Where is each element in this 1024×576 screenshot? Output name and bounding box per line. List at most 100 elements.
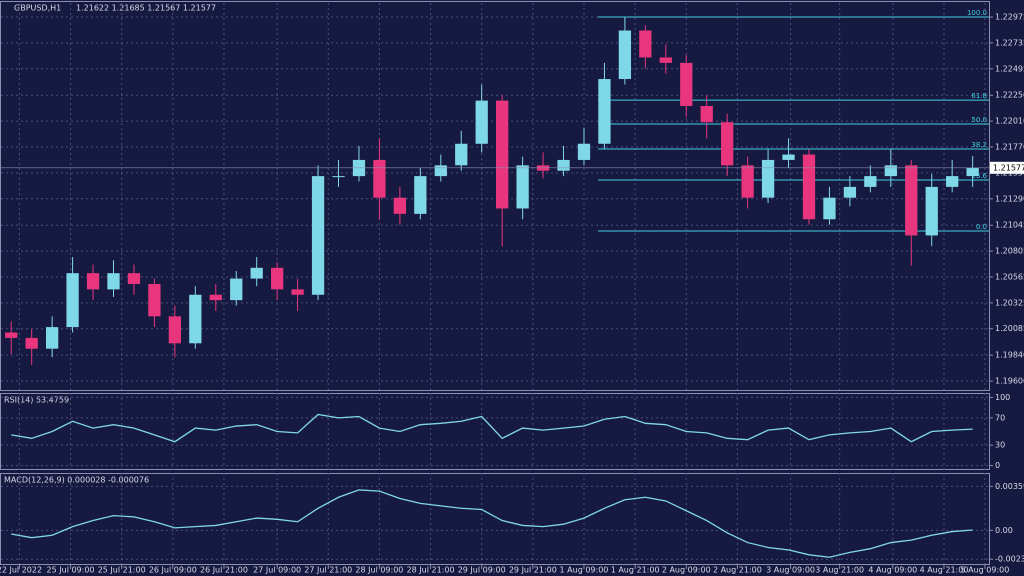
x-tick-label: 28 Jul 21:00 (407, 566, 455, 575)
x-tick-label: 2 Aug 21:00 (713, 566, 762, 575)
candle-body (148, 283, 161, 317)
candle-body (782, 154, 795, 160)
y-tick-label: 0.00 (995, 526, 1013, 535)
last-price-label: 1.21577 (993, 163, 1024, 172)
x-tick-label: 26 Jul 09:00 (149, 566, 197, 575)
y-tick-label: 0 (995, 461, 1000, 470)
fib-label: 23.6 (971, 172, 987, 180)
x-tick-label: 1 Aug 21:00 (611, 566, 660, 575)
x-tick-label: 27 Jul 09:00 (253, 566, 301, 575)
candle-body (107, 273, 120, 290)
x-tick-label: 26 Jul 21:00 (200, 566, 248, 575)
x-tick-label: 4 Aug 09:00 (868, 566, 917, 575)
candle-body (884, 165, 897, 177)
price-panel (0, 1, 990, 391)
candle-body (925, 186, 938, 236)
macd-title: MACD(12,26,9) 0.000028 -0.000076 (4, 476, 149, 485)
candle-body (659, 57, 672, 63)
y-tick-label: 1.21770 (995, 142, 1024, 151)
indicator-line (11, 413, 973, 443)
candle-body (823, 197, 836, 220)
x-tick-label: 2 Aug 09:00 (662, 566, 711, 575)
y-tick-label: 1.21045 (995, 221, 1024, 230)
candle-body (230, 278, 243, 301)
candle-body (414, 176, 427, 214)
y-tick-label: 1.21290 (995, 194, 1024, 203)
candle-body (598, 79, 611, 144)
x-tick-label: 25 Jul 21:00 (98, 566, 146, 575)
x-tick-label: 28 Jul 09:00 (355, 566, 403, 575)
candle-body (168, 316, 182, 344)
rsi-panel (0, 393, 990, 470)
candle-body (434, 165, 447, 177)
x-tick-label: 29 Jul 09:00 (458, 566, 506, 575)
y-tick-label: 1.20325 (995, 298, 1024, 307)
x-tick-label: 25 Jul 09:00 (47, 566, 95, 575)
indicator-line (11, 489, 973, 558)
candle-body (639, 30, 652, 58)
candle-body (864, 176, 877, 187)
y-tick-label: 0.00359 (995, 482, 1024, 491)
y-tick-label: 1.20565 (995, 272, 1024, 281)
y-tick-label: 30 (995, 441, 1005, 450)
candle-body (946, 176, 959, 187)
candle-body (393, 197, 407, 214)
candle-body (127, 273, 141, 284)
y-tick-label: 1.22975 (995, 13, 1024, 22)
candle-body (475, 100, 488, 144)
macd-panel (0, 473, 990, 565)
candle-body (291, 289, 304, 295)
y-tick-label: 1.20085 (995, 324, 1024, 333)
candle-body (700, 106, 713, 123)
y-tick-label: 100 (995, 393, 1010, 402)
x-tick-label: 1 Aug 09:00 (560, 566, 609, 575)
candle-body (46, 327, 59, 349)
candle-body (86, 273, 100, 290)
candle-body (680, 62, 693, 107)
candle-body (557, 159, 570, 171)
candle-body (311, 176, 325, 295)
x-tick-label: 3 Aug 09:00 (766, 566, 815, 575)
fib-label: 100.0 (967, 9, 987, 17)
candle-body (271, 267, 284, 290)
candle-body (189, 294, 202, 344)
candle-body (496, 100, 509, 209)
candle-body (516, 165, 529, 209)
candle-body (966, 167, 979, 177)
x-tick-label: 29 Jul 21:00 (509, 566, 557, 575)
fib-label: 38.2 (971, 141, 987, 149)
y-tick-label: 1.22250 (995, 91, 1024, 100)
x-tick-label: 4 Aug 21:00 (920, 566, 969, 575)
last-price-box (990, 161, 1024, 174)
y-tick-label: 1.22495 (995, 64, 1024, 73)
candle-body (741, 165, 754, 198)
rsi-title: RSI(14) 53.4759 (4, 396, 69, 405)
candle-body (5, 332, 18, 338)
y-tick-label: 70 (995, 413, 1005, 422)
candle-body (761, 159, 775, 198)
candle-body (250, 267, 263, 279)
y-tick-label: 1.22010 (995, 117, 1024, 126)
ohlc: 1.21622 1.21685 1.21567 1.21577 (76, 4, 216, 13)
y-tick-label: 1.20805 (995, 247, 1024, 256)
candle-body (802, 154, 816, 220)
x-tick-label: 22 Jul 2022 (0, 566, 42, 575)
candle-body (455, 143, 468, 166)
candle-body (332, 176, 345, 178)
candle-body (373, 159, 386, 198)
fib-label: 0.0 (976, 223, 987, 231)
candle-body (66, 273, 79, 328)
candle-body (25, 337, 38, 349)
y-tick-label: 1.19840 (995, 351, 1024, 360)
candle-body (577, 143, 591, 160)
candle-body (618, 30, 632, 80)
candle-body (721, 122, 734, 166)
fib-label: 50.0 (971, 116, 987, 124)
y-tick-label: -0.002359 (995, 555, 1024, 564)
y-tick-label: 1.19600 (995, 377, 1024, 386)
symbol: GBPUSD,H1 (14, 4, 61, 13)
x-tick-label: 5 Aug 09:00 (960, 566, 1009, 575)
candle-body (209, 294, 222, 301)
